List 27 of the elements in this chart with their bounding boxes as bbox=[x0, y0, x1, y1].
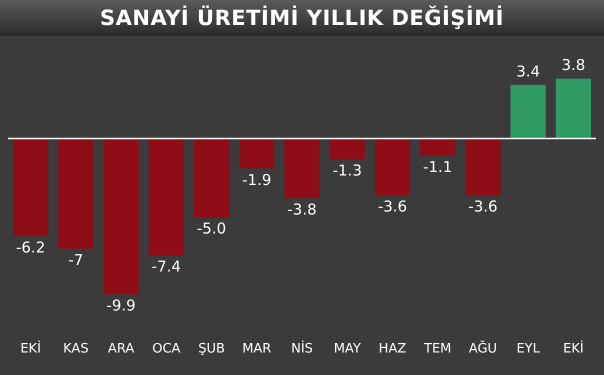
data-label: -5.0 bbox=[196, 220, 226, 238]
x-tick-label: OCA bbox=[152, 342, 181, 357]
data-label: -6.2 bbox=[16, 238, 46, 256]
data-label: -1.3 bbox=[332, 161, 362, 180]
data-label: 3.4 bbox=[516, 62, 540, 80]
data-label: -3.8 bbox=[287, 200, 317, 219]
data-label: 3.8 bbox=[561, 56, 586, 74]
data-label: -7 bbox=[68, 251, 84, 270]
data-label: -3.6 bbox=[468, 198, 498, 216]
data-label: -1.1 bbox=[423, 158, 452, 176]
x-tick-label: TEM bbox=[423, 342, 452, 357]
data-label: -3.6 bbox=[378, 198, 408, 216]
x-tick-label: EKİ bbox=[20, 340, 41, 357]
x-tick-label: KAS bbox=[63, 342, 89, 357]
data-label: -1.9 bbox=[242, 170, 272, 189]
x-tick-label: EYL bbox=[516, 342, 541, 357]
x-tick-label: AĞU bbox=[468, 340, 498, 357]
chart-title: SANAYİ ÜRETİMİ YILLIK DEĞİŞİMİ bbox=[0, 0, 604, 36]
data-label: -9.9 bbox=[106, 296, 136, 315]
x-tick-label: NİS bbox=[291, 340, 313, 357]
x-tick-label: MAY bbox=[334, 342, 361, 357]
x-tick-label: EKİ bbox=[563, 340, 584, 357]
x-tick-label: ŞUB bbox=[198, 342, 225, 357]
x-tick-label: ARA bbox=[108, 342, 134, 357]
x-tick-label: HAZ bbox=[378, 342, 406, 357]
x-tick-label: MAR bbox=[242, 342, 272, 357]
data-label: -7.4 bbox=[152, 257, 181, 276]
